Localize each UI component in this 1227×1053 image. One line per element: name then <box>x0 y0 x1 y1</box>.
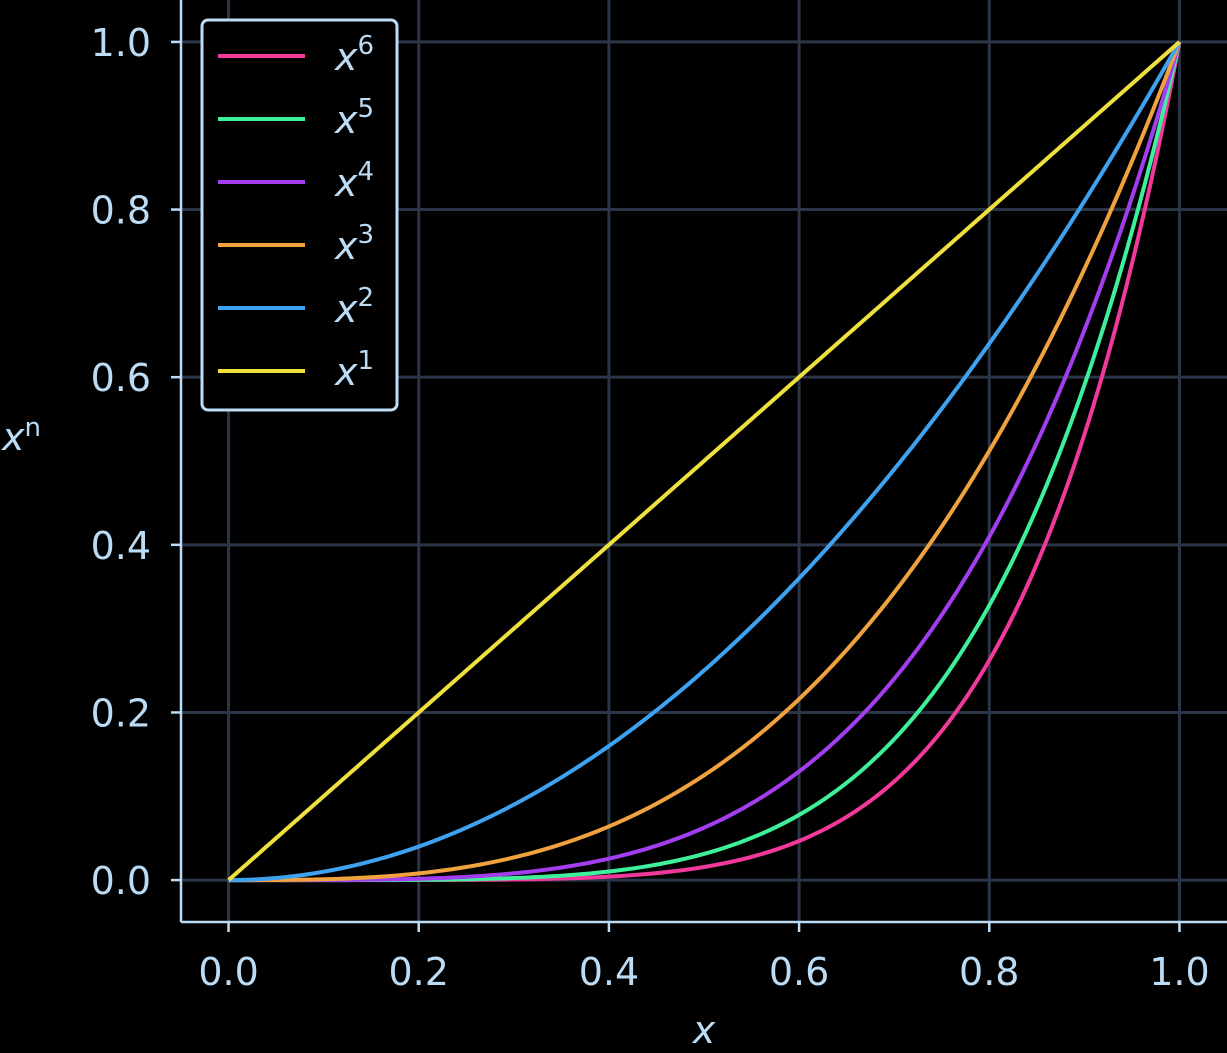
legend-label-base: x <box>334 350 358 394</box>
x-tick-label-3: 0.6 <box>769 950 829 994</box>
series-line-x3 <box>228 41 1182 883</box>
y-tick-label-0: 0.0 <box>91 859 151 903</box>
series-line-x4 <box>228 41 1182 883</box>
x-axis-label: x <box>692 1008 716 1052</box>
x-tick-label-4: 0.8 <box>959 950 1019 994</box>
legend-label-base: x <box>334 98 358 142</box>
legend-label-superscript: 5 <box>358 94 375 124</box>
legend-label-x6: x6 <box>334 31 374 79</box>
legend-label-superscript: 4 <box>358 157 375 187</box>
y-tick-labels: 0.0 0.2 0.4 0.6 0.8 1.0 <box>91 21 151 903</box>
x-tick-label-2: 0.4 <box>579 950 639 994</box>
legend-label-x3: x3 <box>334 220 374 268</box>
x-tick-label-1: 0.2 <box>389 950 449 994</box>
series-line-x2 <box>228 40 1182 883</box>
series-lines <box>227 40 1182 883</box>
legend-label-superscript: 2 <box>358 283 375 313</box>
legend-label-base: x <box>334 287 358 331</box>
series-line-x1 <box>227 40 1181 882</box>
x-tick-labels: 0.0 0.2 0.4 0.6 0.8 1.0 <box>198 950 1209 994</box>
y-tick-label-5: 1.0 <box>91 21 151 65</box>
legend-label-x1: x1 <box>334 346 374 394</box>
y-axis-label: xn <box>1 413 41 459</box>
x-tick-label-0: 0.0 <box>198 950 258 994</box>
axes-spines <box>179 0 1227 924</box>
legend-label-base: x <box>334 35 358 79</box>
legend-label-base: x <box>334 224 358 268</box>
y-axis-label-base: x <box>1 415 25 459</box>
legend-label-superscript: 6 <box>358 31 375 61</box>
x-tick-label-5: 1.0 <box>1149 950 1209 994</box>
legend-label-x5: x5 <box>334 94 374 142</box>
y-tick-label-2: 0.4 <box>91 524 151 568</box>
legend-label-superscript: 3 <box>358 220 375 250</box>
y-axis-label-superscript: n <box>25 413 41 443</box>
y-tick-label-1: 0.2 <box>91 691 151 735</box>
legend-label-x2: x2 <box>334 283 374 331</box>
legend-label-base: x <box>334 161 358 205</box>
legend-label-superscript: 1 <box>358 346 375 376</box>
y-tick-label-4: 0.8 <box>91 189 151 233</box>
tick-marks <box>171 40 1181 932</box>
y-tick-label-3: 0.6 <box>91 356 151 400</box>
legend-label-x4: x4 <box>334 157 374 205</box>
